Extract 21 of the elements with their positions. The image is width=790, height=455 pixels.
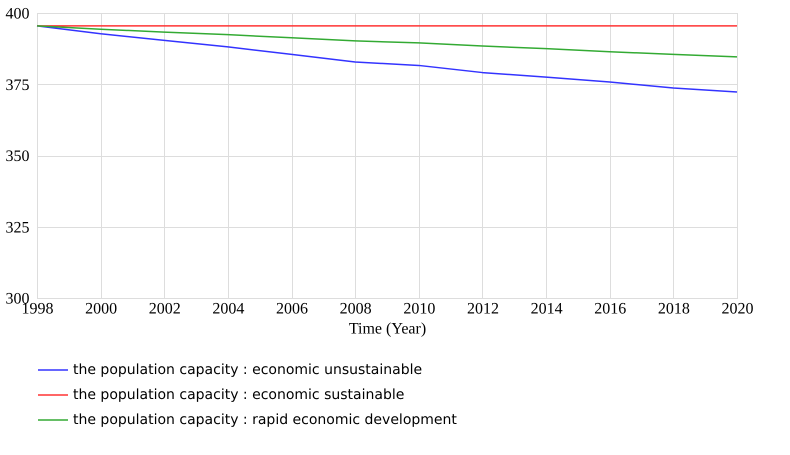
y-tick-label: 325: [6, 219, 30, 236]
y-tick-label: 375: [6, 76, 30, 94]
x-tick-label: 2010: [403, 300, 436, 318]
x-axis-title: Time (Year): [348, 320, 426, 338]
x-tick-label: 2000: [85, 300, 118, 318]
legend-label: the population capacity : economic unsustainable: [73, 362, 422, 378]
x-tick-label: 2008: [340, 300, 372, 318]
x-tick-label: 2014: [530, 300, 563, 318]
x-tick-label: 2018: [658, 300, 690, 318]
x-tick-label: 2012: [466, 300, 499, 318]
y-tick-label: 400: [6, 6, 30, 22]
x-tick-label: 2004: [212, 300, 244, 318]
x-tick-label: 2020: [722, 300, 754, 318]
x-tick-label: 2002: [148, 300, 181, 318]
line-series: [36, 25, 738, 93]
x-tick-label: 2006: [276, 300, 308, 318]
y-tick-label: 350: [6, 148, 30, 165]
legend-label: the population capacity : rapid economic development: [73, 412, 458, 428]
x-tick-label: 2016: [594, 300, 626, 318]
line-series: [36, 25, 738, 58]
legend-label: the population capacity : economic sustainable: [73, 387, 404, 403]
